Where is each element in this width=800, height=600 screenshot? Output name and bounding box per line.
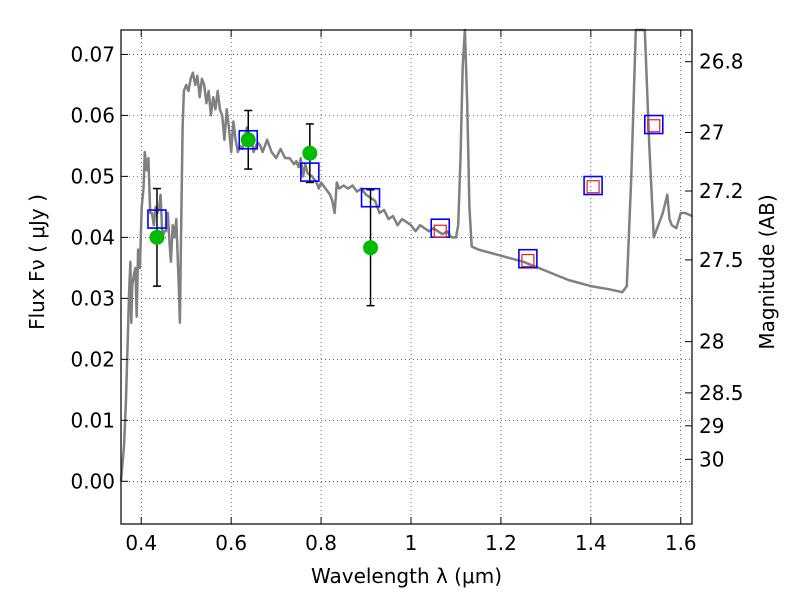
right-tick-label: 29 (699, 414, 724, 438)
model-photometry-square (583, 175, 603, 196)
x-axis-label: Wavelength λ (μm) (311, 564, 502, 588)
right-tick-label: 26.8 (699, 50, 744, 74)
model-photometry-square (147, 209, 167, 229)
y-tick-label: 0.02 (70, 347, 115, 371)
model-photometry-square (300, 162, 320, 182)
observed-point (240, 132, 256, 148)
x-tick-label: 0.8 (305, 531, 337, 555)
y-tick-label: 0.03 (70, 286, 115, 310)
right-tick-label: 27.5 (699, 248, 744, 272)
y-tick-label: 0.01 (70, 408, 115, 432)
right-axis-label: Magnitude (AB) (755, 194, 779, 349)
plot-frame (120, 29, 693, 525)
x-axis-ticks: 0.4 0.6 0.8 1 1.2 1.4 1.6 (125, 30, 697, 555)
observed-point (149, 229, 165, 245)
x-tick-label: 1.2 (485, 531, 517, 555)
right-axis-ticks: 26.8 27 27.2 27.5 28 28.5 29 30 (685, 50, 744, 471)
x-tick-label: 0.4 (125, 531, 157, 555)
model-spectrum-line (119, 28, 693, 482)
x-tick-label: 1.4 (575, 531, 607, 555)
model-photometry-square (360, 187, 381, 208)
x-tick-label: 1 (405, 531, 418, 555)
y-axis-ticks: 0.00 0.01 0.02 0.03 0.04 0.05 0.06 0.07 (70, 42, 128, 493)
right-tick-label: 27.2 (699, 179, 744, 203)
right-tick-label: 30 (699, 447, 724, 471)
y-tick-label: 0.00 (70, 469, 115, 493)
x-tick-label: 0.6 (215, 531, 247, 555)
model-photometry-square (643, 114, 664, 135)
predicted-square (647, 119, 661, 133)
predicted-square (433, 224, 447, 238)
observed-points (149, 109, 379, 307)
right-tick-label: 27 (699, 120, 724, 144)
x-tick-label: 1.6 (665, 531, 697, 555)
right-tick-label: 28.5 (699, 381, 744, 405)
model-photometry-square (238, 129, 259, 150)
model-spectrum (119, 28, 693, 482)
right-tick-label: 28 (699, 330, 724, 354)
model-photometry-square (518, 248, 538, 269)
y-tick-label: 0.06 (70, 103, 115, 127)
observed-point (302, 145, 318, 161)
y-tick-label: 0.07 (70, 42, 115, 66)
predicted-square (586, 180, 600, 194)
predicted-square (521, 253, 535, 268)
model-photometry-squares (147, 114, 664, 269)
y-tick-label: 0.05 (70, 164, 115, 188)
y-tick-label: 0.04 (70, 225, 115, 249)
observed-point (363, 240, 379, 256)
y-axis-label: Flux Fν ( μJy ) (25, 194, 49, 330)
